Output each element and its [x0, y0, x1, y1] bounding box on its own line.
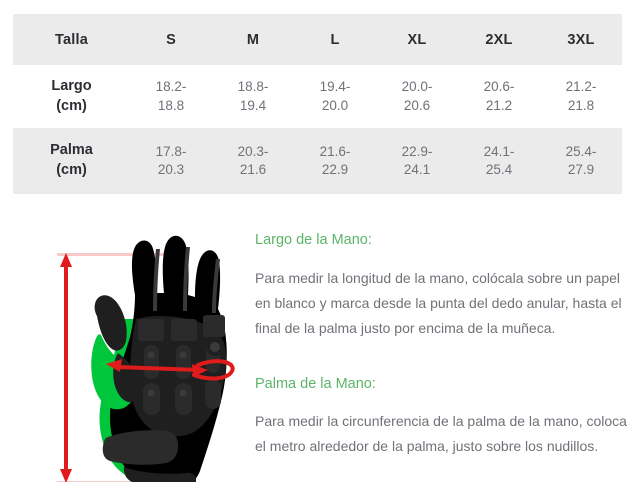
rivet-3	[147, 389, 155, 397]
glove-thumb	[94, 295, 127, 351]
finger-armor-lower-2	[175, 383, 192, 415]
palm-arrow-wrap	[192, 359, 235, 381]
glove-cuff	[123, 467, 196, 482]
finger-seam-1	[153, 249, 160, 311]
length-instruction-body: Para medir la longitud de la mano, colóc…	[255, 269, 622, 336]
length-instruction-heading: Largo de la Mano:	[255, 232, 372, 248]
palm-arrowhead-right	[192, 364, 208, 377]
cell-value-line: 20.3-	[237, 143, 269, 159]
palm-instruction-heading: Palma de la Mano:	[255, 375, 376, 392]
cell-palma-m: 20.3- 21.6	[212, 128, 294, 194]
cell-value-line: 27.9	[567, 162, 595, 177]
cell-value-line: 19.4	[239, 97, 267, 113]
finger-armor-2	[176, 345, 191, 379]
column-header-3xl: 3XL	[567, 31, 595, 48]
instructions-panel: Largo de la Mano: Para medir la longitud…	[255, 231, 627, 459]
cell-value-line: 20.3	[157, 162, 185, 177]
cell-value-line: 21.2-	[565, 79, 597, 95]
column-header-m: M	[246, 31, 260, 48]
row-label-largo-unit: (cm)	[56, 97, 87, 114]
length-arrowhead-bottom	[60, 469, 72, 482]
cell-largo-3xl: 21.2- 21.8	[540, 65, 622, 128]
cell-value-line: 20.0	[321, 97, 349, 113]
column-header-xl: XL	[407, 31, 427, 48]
palm-instruction-body: Para medir la circunferencia de la palma…	[255, 413, 627, 455]
cell-value-line: 19.4-	[319, 79, 351, 95]
wrist-strap	[102, 430, 178, 465]
knuckle-disc-inner	[210, 342, 220, 352]
cell-largo-2xl: 20.6- 21.2	[458, 65, 540, 128]
length-arrowhead-top	[60, 253, 72, 267]
glove-graphic	[91, 235, 227, 482]
column-header-s: S	[166, 31, 176, 48]
knuckle-plate-3	[203, 315, 225, 337]
rivet-4	[179, 389, 187, 397]
cell-palma-xl: 22.9- 24.1	[376, 128, 458, 194]
cell-value-line: 18.8-	[237, 79, 269, 95]
cell-value-line: 18.2-	[155, 79, 187, 95]
column-header-l: L	[330, 31, 340, 48]
cell-value-line: 20.0-	[401, 79, 433, 95]
row-label-largo-name: Largo	[51, 77, 92, 94]
rivet-2	[179, 351, 187, 359]
cell-value-line: 22.9-	[401, 143, 433, 159]
cell-palma-s: 17.8- 20.3	[130, 128, 212, 194]
row-label-largo: Largo (cm)	[13, 65, 130, 128]
knuckle-plate-1	[138, 319, 164, 341]
table-row: Largo (cm) 18.2- 18.8 18.8- 19.4 19.4- 2…	[13, 65, 622, 128]
size-chart-table-container: Talla S M L XL 2XL 3XL Largo (cm) 18.2- …	[13, 14, 622, 194]
cell-value-line: 24.1	[403, 162, 431, 177]
cell-largo-s: 18.2- 18.8	[130, 65, 212, 128]
row-label-palma-unit: (cm)	[56, 162, 87, 178]
row-label-palma-name: Palma	[50, 142, 93, 159]
cell-value-line: 25.4	[485, 162, 513, 177]
cell-value-line: 17.8-	[155, 143, 187, 159]
table-header: Talla S M L XL 2XL 3XL	[13, 14, 622, 65]
cell-value-line: 25.4-	[565, 143, 597, 159]
finger-armor-1	[144, 345, 159, 379]
cell-value-line: 18.8	[157, 97, 185, 113]
table-body: Largo (cm) 18.2- 18.8 18.8- 19.4 19.4- 2…	[13, 65, 622, 194]
cell-value-line: 20.6-	[483, 79, 515, 95]
cell-value-line: 21.6	[239, 162, 267, 177]
knuckle-plate-2	[171, 319, 197, 341]
cell-largo-l: 19.4- 20.0	[294, 65, 376, 128]
cell-value-line: 21.2	[485, 97, 513, 113]
cell-palma-2xl: 24.1- 25.4	[458, 128, 540, 194]
table-header-row: Talla S M L XL 2XL 3XL	[13, 14, 622, 65]
glove-measurement-illustration	[40, 223, 245, 482]
column-header-talla: Talla	[55, 31, 88, 48]
table-row: Palma (cm) 17.8- 20.3 20.3- 21.6 21.6- 2…	[13, 128, 622, 194]
finger-seam-3	[212, 259, 220, 313]
palm-arrowhead-left	[106, 359, 122, 372]
palm-circumference-arrow	[106, 359, 235, 381]
cell-palma-l: 21.6- 22.9	[294, 128, 376, 194]
finger-seam-2	[183, 247, 190, 311]
cell-largo-m: 18.8- 19.4	[212, 65, 294, 128]
cell-value-line: 21.6-	[319, 143, 351, 159]
row-label-palma: Palma (cm)	[13, 128, 130, 194]
cell-palma-3xl: 25.4- 27.9	[540, 128, 622, 194]
cell-value-line: 21.8	[567, 97, 595, 113]
cell-largo-xl: 20.0- 20.6	[376, 65, 458, 128]
top-guide-line	[57, 253, 177, 256]
length-measure-arrow	[60, 253, 72, 482]
measurement-guide-section: Largo de la Mano: Para medir la longitud…	[0, 205, 637, 482]
finger-armor-lower-1	[143, 383, 160, 415]
cell-value-line: 20.6	[403, 97, 431, 113]
size-chart-table: Talla S M L XL 2XL 3XL Largo (cm) 18.2- …	[13, 14, 622, 194]
cell-value-line: 24.1-	[483, 143, 515, 159]
column-header-2xl: 2XL	[485, 31, 513, 48]
finger-armor-lower-3	[205, 379, 221, 409]
rivet-1	[147, 351, 155, 359]
cell-value-line: 22.9	[321, 162, 349, 177]
